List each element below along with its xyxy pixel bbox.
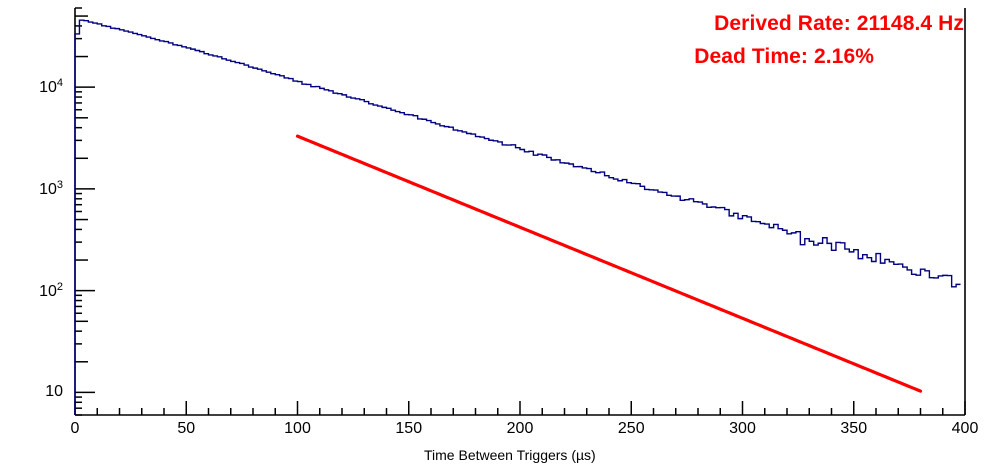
- x-tick-label: 50: [177, 420, 196, 437]
- x-axis-title: Time Between Triggers (µs): [424, 447, 596, 463]
- y-tick-label: 10: [45, 383, 63, 401]
- y-tick-label: 104: [39, 77, 63, 97]
- y-axis-ticks: [75, 7, 95, 416]
- x-tick-label: 0: [70, 420, 80, 437]
- x-tick-label: 150: [395, 420, 423, 437]
- x-tick-label: 100: [284, 420, 311, 437]
- derived-rate-annotation: Derived Rate: 21148.4 Hz: [714, 12, 964, 35]
- x-tick-label: 250: [617, 420, 645, 437]
- x-tick-label: 350: [840, 420, 868, 437]
- x-tick-label: 300: [729, 420, 756, 437]
- x-tick-label: 200: [506, 420, 534, 437]
- x-tick-label: 400: [951, 420, 979, 437]
- fit-line-series: [295, 134, 923, 393]
- y-tick-label: 102: [39, 280, 63, 300]
- histogram-series: [74, 19, 961, 415]
- dead-time-annotation: Dead Time: 2.16%: [694, 45, 874, 68]
- y-tick-label: 103: [39, 178, 63, 199]
